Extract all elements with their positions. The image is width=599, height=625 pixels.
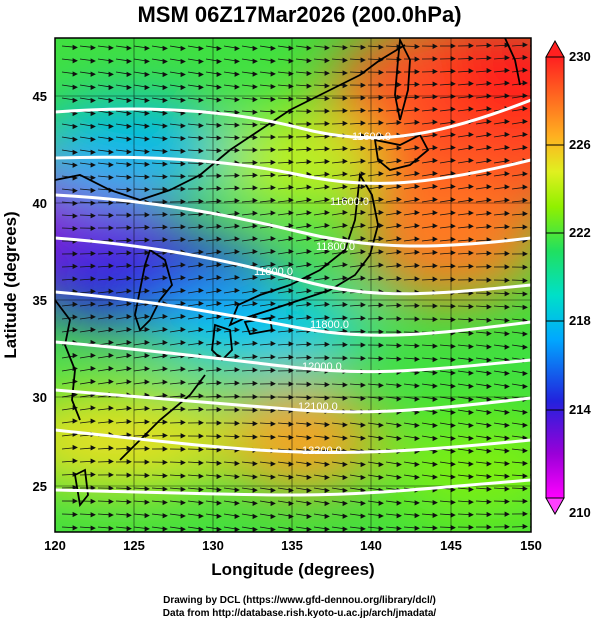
height-contours — [55, 98, 531, 497]
contour-label: 12100.0 — [298, 401, 338, 413]
x-tick-label: 120 — [44, 538, 66, 553]
coastline-ryukyu — [119, 374, 206, 461]
colorbar-label: 214 — [569, 402, 591, 417]
temperature-field: 11600.0 11600.0 11800.0 11800.0 11800.0 … — [55, 38, 531, 532]
colorbar-label: 226 — [569, 137, 591, 152]
y-axis: 25 30 35 40 45 Latitude (degrees) — [1, 89, 47, 494]
contour-line — [55, 155, 531, 185]
x-tick-label: 150 — [520, 538, 542, 553]
coastline-sakhalin — [394, 38, 411, 121]
colorbar-label: 230 — [569, 49, 591, 64]
coastline-taiwan — [74, 468, 89, 508]
plot-frame — [54, 37, 532, 533]
colorbar-label: 222 — [569, 225, 591, 240]
y-tick-label: 40 — [33, 196, 47, 211]
colorbar-bottom-arrow — [545, 497, 565, 516]
map-title: MSM 06Z17Mar2026 (200.0hPa) — [137, 2, 462, 27]
contour-line — [55, 193, 531, 248]
y-axis-label: Latitude (degrees) — [1, 211, 20, 358]
x-tick-label: 125 — [123, 538, 145, 553]
x-axis: 120 125 130 135 140 145 150 Longitude (d… — [44, 538, 542, 579]
contour-label: 11600.0 — [330, 196, 369, 208]
coastline-china — [55, 299, 81, 421]
contour-label: 11800.0 — [316, 241, 355, 253]
contour-line — [55, 388, 531, 414]
contour-label: 12000.0 — [302, 361, 342, 373]
coastline-korea — [134, 248, 173, 332]
coastline-asia — [55, 44, 406, 201]
contour-label: 12200.0 — [302, 445, 342, 457]
contour-line — [55, 290, 531, 337]
contour-labels: 11600.0 11600.0 11800.0 11800.0 11800.0 … — [254, 131, 391, 457]
contour-line — [55, 98, 531, 140]
contour-line — [55, 428, 531, 454]
contour-label: 11600.0 — [352, 131, 391, 143]
x-tick-label: 140 — [360, 538, 382, 553]
coastline-hokkaido — [373, 133, 430, 171]
y-tick-label: 30 — [33, 390, 47, 405]
contour-line — [55, 340, 531, 374]
y-tick-label: 45 — [33, 89, 47, 104]
y-tick-label: 35 — [33, 293, 47, 308]
y-tick-label: 25 — [33, 479, 47, 494]
colorbar-label: 218 — [569, 313, 591, 328]
colorbar-top-arrow — [545, 39, 565, 58]
coastline-kyushu — [211, 323, 233, 362]
coastline-kamchatka — [504, 38, 521, 86]
credit-data: Data from http://database.rish.kyoto-u.a… — [162, 608, 437, 619]
colorbar-label: 210 — [569, 505, 591, 520]
x-tick-label: 145 — [440, 538, 462, 553]
x-axis-label: Longitude (degrees) — [211, 560, 374, 579]
contour-label: 11800.0 — [310, 319, 349, 331]
x-tick-label: 130 — [202, 538, 224, 553]
colorbar-body — [545, 56, 565, 499]
x-tick-label: 135 — [281, 538, 303, 553]
credit-drawing: Drawing by DCL (https://www.gfd-dennou.o… — [163, 595, 436, 606]
contour-line — [55, 478, 531, 497]
contour-line — [55, 236, 531, 296]
contour-label: 11800.0 — [254, 266, 293, 278]
colorbar: 230 226 222 218 214 210 — [545, 39, 591, 520]
coastline-shikoku — [243, 316, 274, 336]
